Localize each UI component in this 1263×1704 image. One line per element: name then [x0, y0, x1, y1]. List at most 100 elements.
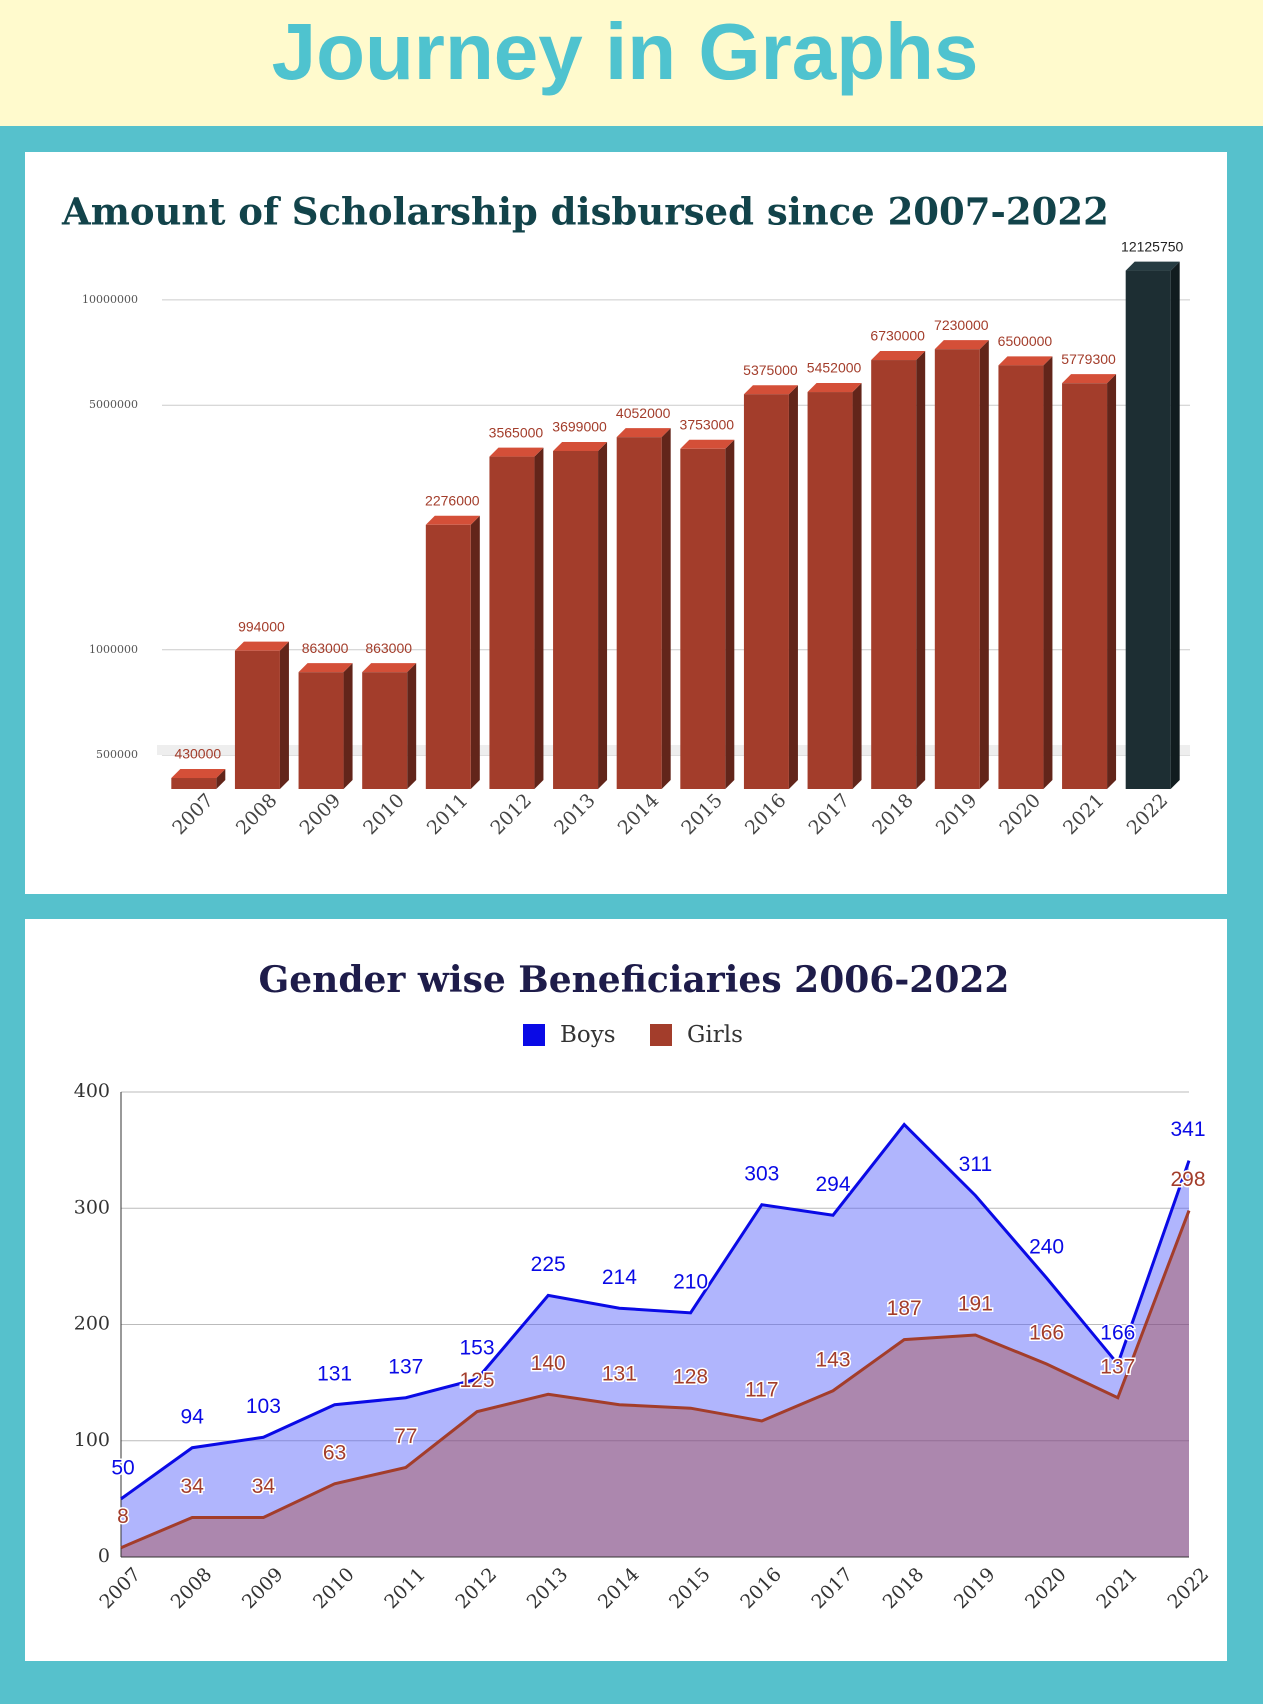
area: [121, 1124, 1189, 1557]
bar-side: [279, 641, 289, 789]
bar-top: [934, 340, 989, 350]
y-tick-label: 5000000: [89, 398, 138, 411]
bar-side: [852, 383, 862, 789]
data-label: 117: [745, 1379, 778, 1402]
data-label: 2276000: [425, 492, 480, 508]
bar-side: [598, 441, 608, 789]
data-label: 140: [531, 1352, 566, 1375]
bar-top: [171, 769, 226, 779]
bar-top: [616, 428, 671, 438]
area: [121, 1210, 1189, 1557]
bar: [871, 360, 917, 789]
line: [120, 1122, 1191, 1501]
chart-title: Gender wise Beneficiaries 2006-2022: [259, 959, 1010, 1001]
legend-label: Girls: [687, 1022, 743, 1048]
data-label: 214: [602, 1266, 637, 1289]
data-label: 4052000: [616, 405, 671, 421]
data-label: 6730000: [870, 328, 925, 344]
data-label: 153: [459, 1337, 494, 1360]
chart-title: Amount of Scholarship disbursed since 20…: [61, 190, 1109, 234]
bar: [234, 650, 280, 789]
bar: [743, 394, 789, 789]
data-label: 5452000: [807, 360, 862, 376]
data-label: 311: [959, 1153, 992, 1176]
data-label: 5779300: [1061, 351, 1116, 367]
bar: [1062, 383, 1108, 789]
bar: [934, 349, 980, 789]
bar-top: [234, 641, 289, 651]
bar-top: [362, 663, 417, 673]
data-label: 6500000: [998, 333, 1053, 349]
bar-side: [216, 769, 226, 789]
bar-top: [553, 441, 608, 451]
bar-side: [661, 428, 671, 789]
data-label: 131: [602, 1362, 637, 1385]
data-label: 5375000: [743, 362, 798, 378]
data-label: 430000: [174, 746, 221, 762]
legend-swatch: [523, 1024, 545, 1046]
bar: [425, 524, 471, 789]
bar: [489, 456, 535, 789]
bar-top: [871, 351, 926, 361]
bar-side: [407, 663, 417, 789]
line: [120, 1210, 1191, 1550]
data-label: 94: [181, 1405, 205, 1428]
bar-side: [916, 351, 926, 789]
header-band: [0, 0, 1263, 126]
bar-top: [489, 447, 544, 457]
data-label: 187: [887, 1297, 922, 1320]
data-label: 137: [388, 1355, 423, 1378]
header-title: Journey in Graphs: [272, 7, 979, 96]
bar-side: [725, 439, 735, 789]
bar: [171, 778, 217, 789]
bar-top: [1062, 374, 1117, 384]
y-tick-label: 10000000: [82, 293, 138, 306]
data-label: 8: [117, 1505, 129, 1528]
bar: [680, 448, 726, 789]
bar: [362, 672, 408, 789]
data-label: 34: [252, 1475, 276, 1498]
legend-label: Boys: [560, 1022, 616, 1048]
y-tick-label: 300: [74, 1196, 110, 1218]
bar-side: [1170, 261, 1180, 789]
bar-top: [998, 356, 1053, 366]
bar-side: [470, 515, 480, 789]
data-label: 341: [1170, 1118, 1205, 1141]
data-label: 191: [958, 1293, 993, 1316]
bar: [298, 672, 344, 789]
data-label: 3753000: [680, 416, 735, 432]
y-tick-label: 200: [74, 1313, 110, 1335]
bar-side: [534, 447, 544, 789]
data-label: 166: [1100, 1322, 1135, 1345]
bar-side: [979, 340, 989, 789]
y-tick-label: 400: [74, 1080, 110, 1102]
data-label: 34: [181, 1475, 205, 1498]
data-label: 7230000: [934, 317, 989, 333]
data-label: 863000: [365, 640, 412, 656]
floor: [157, 745, 1190, 755]
panel: [25, 919, 1227, 1661]
data-label: 77: [394, 1425, 417, 1448]
data-label: 994000: [238, 618, 285, 634]
data-label: 3565000: [489, 424, 544, 440]
data-label: 125: [459, 1369, 494, 1392]
bar-side: [788, 385, 798, 789]
data-label: 103: [246, 1395, 281, 1418]
bar-top: [743, 385, 798, 395]
data-label: 225: [531, 1253, 566, 1276]
data-label: 50: [111, 1456, 134, 1479]
y-tick-label: 0: [98, 1545, 110, 1567]
bar-side: [1107, 374, 1117, 789]
bar: [807, 392, 853, 789]
bar-top: [298, 663, 353, 673]
bar-top: [807, 383, 862, 393]
data-label: 131: [317, 1362, 352, 1385]
data-label: 12125750: [1121, 238, 1184, 254]
bar: [998, 365, 1044, 789]
y-tick-label: 100: [74, 1429, 110, 1451]
y-tick-label: 1000000: [89, 643, 138, 656]
y-tick-label: 500000: [96, 748, 138, 761]
bar-side: [343, 663, 353, 789]
data-label: 303: [744, 1162, 779, 1185]
